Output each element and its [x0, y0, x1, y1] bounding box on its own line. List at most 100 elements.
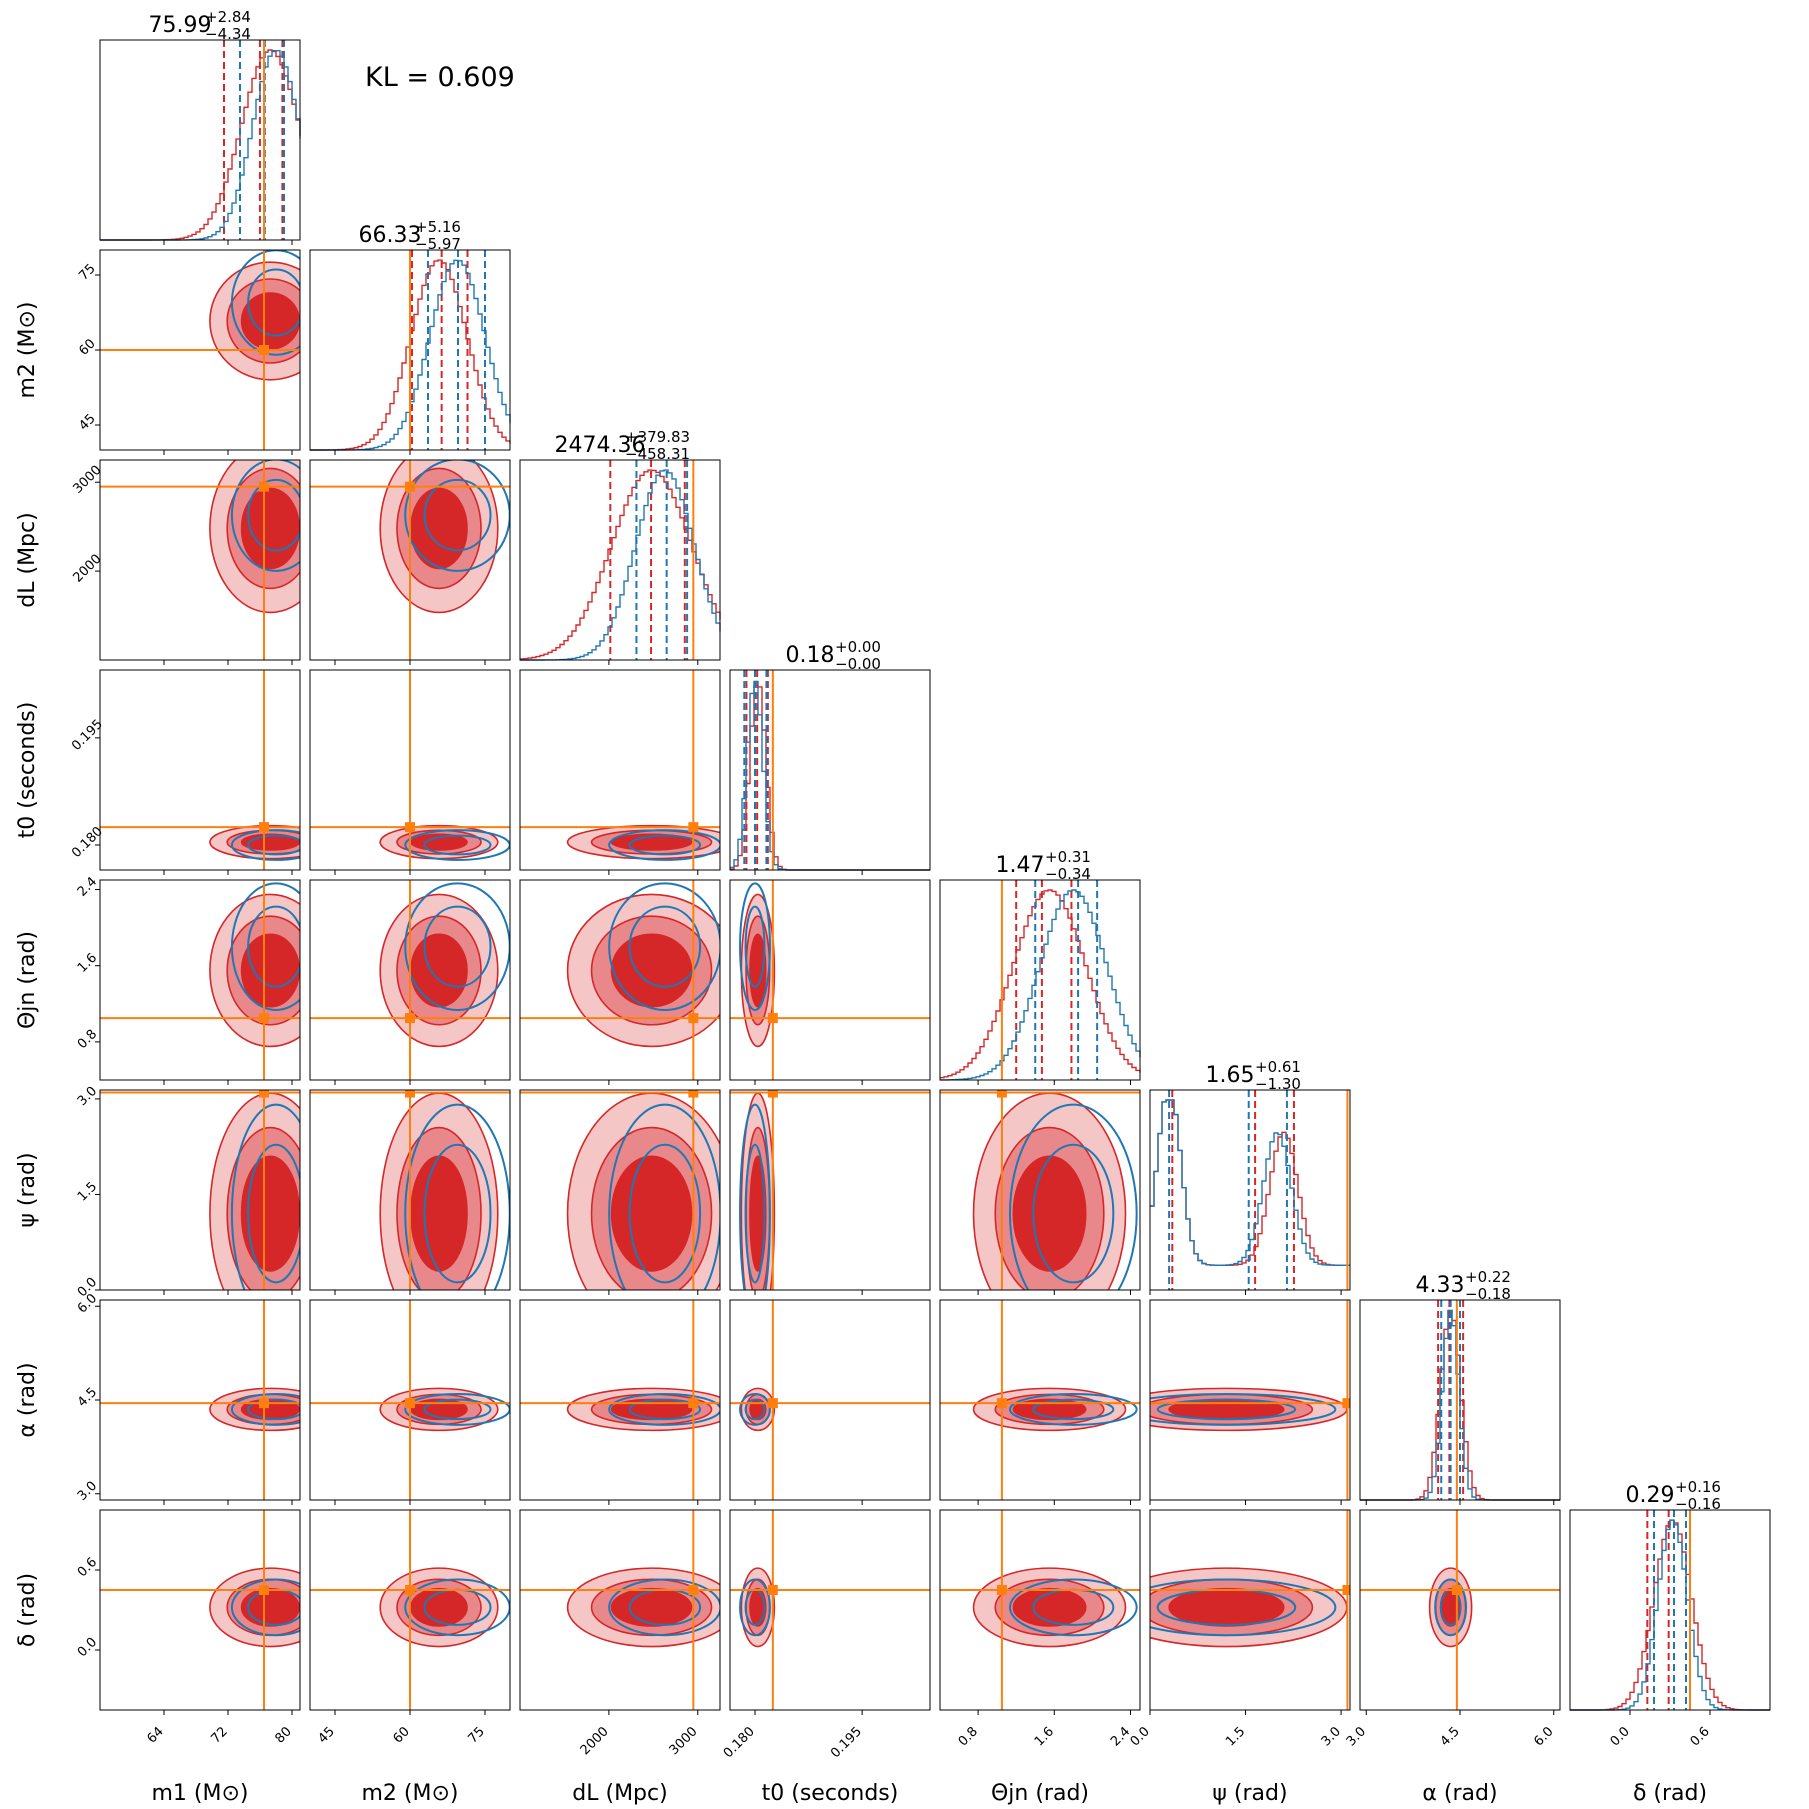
contour-red-5-2-2 — [610, 1155, 693, 1272]
contour-blue-6-4-0 — [1009, 1392, 1138, 1426]
histogram-red-7 — [1570, 1519, 1770, 1711]
ytick-label-1-1: 60 — [76, 336, 98, 358]
panel-6-5 — [1149, 1299, 1351, 1505]
contour-red-4-1-2 — [410, 933, 468, 1008]
xtick-label-2-1: 3000 — [667, 1724, 701, 1758]
title-plus-3: +0.00 — [835, 638, 881, 656]
ylabel-3: t0 (seconds) — [15, 702, 40, 839]
contour-blue-6-0-1 — [247, 1398, 300, 1421]
frame-2-2 — [519, 459, 721, 661]
xlabel-4: Θjn (rad) — [991, 1781, 1089, 1806]
xlabel-1: m2 (M⊙) — [361, 1781, 458, 1806]
contour-red-5-3-2 — [749, 1155, 767, 1272]
truth-marker-3-2 — [688, 822, 699, 833]
ytick-label-4-0: 0.8 — [75, 1027, 100, 1052]
title-6: 4.33 — [1416, 1273, 1465, 1298]
contour-blue-6-2-1 — [628, 1398, 702, 1421]
xtick-label-5-2: 3.0 — [1319, 1724, 1344, 1749]
frame-4-3 — [729, 879, 931, 1081]
contour-red-4-0-2 — [240, 933, 300, 1008]
panel-6-2 — [519, 1299, 721, 1505]
title-plus-0: +2.84 — [205, 8, 251, 26]
panel-5-0 — [95, 1089, 301, 1295]
contour-red-5-0-2 — [240, 1155, 300, 1272]
frame-4-4 — [939, 879, 1141, 1081]
xlabel-0: m1 (M⊙) — [151, 1781, 248, 1806]
xtick-label-3-1: 0.195 — [828, 1724, 865, 1761]
title-minus-3: −0.00 — [835, 655, 881, 673]
xtick-label-0-1: 72 — [209, 1724, 231, 1746]
title-plus-2: +379.83 — [625, 428, 690, 446]
contour-red-6-4-2 — [1012, 1398, 1087, 1421]
ytick-label-2-0: 2000 — [71, 552, 105, 586]
contour-blue-5-3-0 — [739, 1103, 771, 1290]
frame-6-5 — [1149, 1299, 1351, 1501]
panel-7-5 — [1149, 1509, 1351, 1715]
histogram-blue-4 — [940, 889, 1141, 1081]
contour-blue-6-3-1 — [744, 1398, 766, 1421]
ytick-label-5-1: 1.5 — [75, 1179, 100, 1204]
truth-marker-7-0 — [259, 1585, 269, 1595]
contour-blue-5-2-1 — [628, 1143, 702, 1284]
frame-4-2 — [519, 879, 721, 1081]
ytick-label-7-1: 0.6 — [75, 1555, 100, 1580]
ytick-label-7-0: 0.0 — [75, 1635, 100, 1660]
histogram-red-3 — [730, 684, 930, 871]
title-plus-4: +0.31 — [1045, 848, 1091, 866]
title-2: 2474.36 — [555, 433, 646, 458]
frame-5-4 — [939, 1089, 1141, 1291]
contour-red-7-5-2 — [1168, 1587, 1285, 1627]
panel-6-1 — [309, 1299, 511, 1505]
xtick-label-0-0: 64 — [145, 1724, 167, 1746]
truth-marker-6-0 — [259, 1398, 269, 1409]
contour-red-4-3-2 — [749, 933, 767, 1008]
title-plus-1: +5.16 — [415, 218, 461, 236]
contour-blue-3-2-1 — [628, 834, 702, 856]
contour-red-7-2-2 — [610, 1587, 693, 1627]
truth-marker-5-1 — [405, 1090, 415, 1098]
histogram-blue-2 — [520, 469, 721, 661]
panel-5-4 — [939, 1089, 1141, 1295]
truth-marker-7-4 — [996, 1585, 1007, 1595]
contour-blue-6-1-1 — [423, 1398, 492, 1421]
ylabel-6: α (rad) — [15, 1362, 40, 1437]
title-1: 66.33 — [359, 223, 422, 248]
kl-annotation: KL = 0.609 — [365, 62, 515, 93]
ytick-label-2-1: 3000 — [71, 463, 105, 497]
truth-marker-6-2 — [688, 1398, 699, 1409]
contour-blue-6-4-1 — [1032, 1398, 1115, 1421]
ytick-label-5-2: 3.0 — [75, 1084, 100, 1109]
title-7: 0.29 — [1626, 1483, 1675, 1508]
truth-marker-4-2 — [688, 1013, 699, 1024]
contour-blue-4-1-1 — [423, 905, 492, 988]
contour-blue-6-2-0 — [608, 1392, 720, 1426]
panel-1-1: 66.33+5.16−5.97 — [309, 218, 511, 455]
panel-6-6: 4.33 +0.22−0.18 — [1359, 1268, 1561, 1505]
panel-5-2 — [519, 1089, 721, 1295]
contour-blue-4-2-1 — [628, 905, 702, 988]
contour-red-5-4-2 — [1012, 1155, 1087, 1272]
xlabel-3: t0 (seconds) — [762, 1781, 899, 1806]
contour-blue-3-0-0 — [230, 829, 300, 861]
frame-3-3 — [729, 669, 931, 871]
frame-6-3 — [729, 1299, 931, 1501]
xtick-label-1-2: 75 — [466, 1724, 488, 1746]
frame-7-0 — [99, 1509, 301, 1711]
contour-blue-2-0-0 — [230, 460, 300, 572]
contour-blue-6-0-0 — [230, 1392, 300, 1426]
contour-red-5-1-2 — [410, 1155, 468, 1272]
frame-4-0 — [99, 879, 301, 1081]
frame-7-3 — [729, 1509, 931, 1711]
panel-7-1 — [309, 1509, 511, 1715]
frame-3-0 — [99, 669, 301, 871]
panel-4-4: 1.47 +0.31−0.34 — [939, 848, 1141, 1085]
title-minus-7: −0.16 — [1675, 1495, 1721, 1513]
truth-marker-6-5 — [1342, 1398, 1350, 1409]
truth-marker-6-3 — [767, 1398, 778, 1409]
frame-3-2 — [519, 669, 721, 871]
panel-6-3 — [729, 1299, 931, 1505]
title-minus-0: −4.34 — [205, 25, 251, 43]
contour-blue-7-3-0 — [739, 1578, 771, 1637]
xtick-label-7-1: 0.6 — [1688, 1724, 1713, 1749]
panel-7-3 — [729, 1509, 931, 1715]
